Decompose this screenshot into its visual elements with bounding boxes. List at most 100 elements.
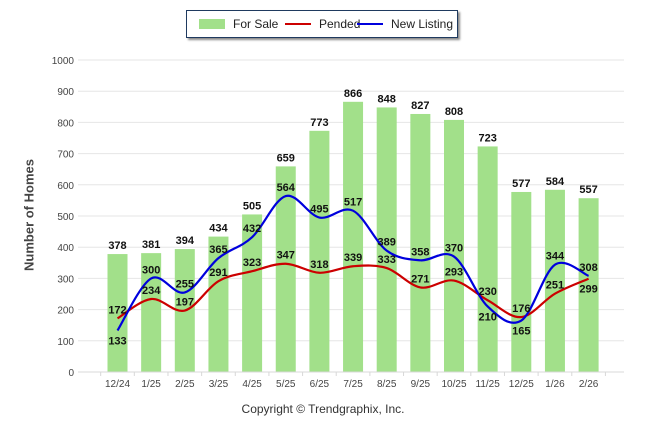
x-tick-label: 3/25 xyxy=(209,379,229,390)
bar-data-label: 866 xyxy=(344,88,362,100)
y-axis-title: Number of Homes xyxy=(21,159,37,271)
x-tick-label: 2/25 xyxy=(175,379,195,390)
bar-data-label: 584 xyxy=(546,176,565,188)
bar xyxy=(376,107,397,372)
line-data-label: 300 xyxy=(142,264,160,276)
line-data-label: 251 xyxy=(546,280,564,292)
line-data-label: 133 xyxy=(108,336,126,348)
y-tick-label: 300 xyxy=(57,274,74,285)
bar-data-label: 659 xyxy=(277,152,295,164)
y-tick-label: 400 xyxy=(57,243,74,254)
bar xyxy=(477,146,498,372)
bar xyxy=(107,254,128,372)
bar xyxy=(343,101,364,373)
line-data-label: 432 xyxy=(243,223,261,235)
bar xyxy=(444,119,464,373)
line-data-label: 255 xyxy=(176,278,194,290)
legend-item-for-sale[interactable]: For Sale xyxy=(199,17,278,31)
line-data-label: 517 xyxy=(344,197,362,209)
x-tick-label: 9/25 xyxy=(411,379,431,390)
bar-data-label: 827 xyxy=(411,100,429,112)
line-data-label: 308 xyxy=(579,262,597,274)
bar-data-label: 378 xyxy=(108,240,126,252)
data-labels: 378 172 133 381 300 234 394 255 197 434 365 291 505 4… xyxy=(108,88,597,348)
line-new-listing xyxy=(116,194,590,332)
line-data-label: 165 xyxy=(512,326,530,338)
legend-label: For Sale xyxy=(233,17,279,31)
legend-label: New Listing xyxy=(391,17,454,31)
bar xyxy=(511,191,532,372)
bar xyxy=(309,130,330,372)
line-data-label: 344 xyxy=(546,251,565,263)
y-tick-label: 200 xyxy=(57,306,74,317)
y-tick-label: 900 xyxy=(57,87,74,98)
x-tick-label: 8/25 xyxy=(377,379,397,390)
line-pended xyxy=(116,262,590,320)
legend-label: Pended xyxy=(319,17,361,31)
bar-data-label: 773 xyxy=(310,117,328,129)
bar-data-label: 381 xyxy=(142,239,160,251)
bar-data-label: 723 xyxy=(478,132,496,144)
copyright-footer: Copyright © Trendgraphix, Inc. xyxy=(241,402,405,416)
x-tick-label: 1/25 xyxy=(141,379,161,390)
bar-data-label: 434 xyxy=(209,223,228,235)
x-tick-label: 7/25 xyxy=(343,379,363,390)
bar xyxy=(410,113,431,372)
line-data-label: 389 xyxy=(378,237,396,249)
y-tick-label: 500 xyxy=(57,212,74,223)
series-lines xyxy=(116,194,590,332)
y-tick-label: 600 xyxy=(57,181,74,192)
line-data-label: 347 xyxy=(277,250,295,262)
y-tick-label: 100 xyxy=(57,337,74,348)
line-data-label: 333 xyxy=(378,254,396,266)
line-data-label: 370 xyxy=(445,243,463,255)
x-tick-label: 11/25 xyxy=(476,379,501,390)
line-data-label: 230 xyxy=(478,286,496,298)
bars-for-sale xyxy=(107,101,599,373)
line-data-label: 197 xyxy=(176,297,194,309)
bar-data-label: 557 xyxy=(579,184,597,196)
line-swatch-icon xyxy=(357,23,383,25)
line-data-label: 318 xyxy=(310,259,328,271)
x-tick-label: 12/24 xyxy=(105,379,130,390)
line-data-label: 299 xyxy=(579,284,597,296)
bar-data-label: 577 xyxy=(512,178,530,190)
y-axis-ticks: 0 100 200 300 400 500 600 700 800 900 1000 xyxy=(52,56,75,379)
x-tick-label: 10/25 xyxy=(441,379,466,390)
legend: For Sale Pended New Listing xyxy=(186,10,458,38)
legend-item-new-listing[interactable]: New Listing xyxy=(357,17,453,31)
line-data-label: 358 xyxy=(411,246,429,258)
y-tick-label: 800 xyxy=(57,118,74,129)
bar xyxy=(208,236,229,372)
bar-data-label: 394 xyxy=(176,235,195,247)
line-data-label: 564 xyxy=(277,182,296,194)
x-tick-label: 1/26 xyxy=(545,379,565,390)
line-data-label: 271 xyxy=(411,273,429,285)
x-tick-label: 12/25 xyxy=(509,379,534,390)
x-tick-label: 2/26 xyxy=(579,379,599,390)
legend-item-pended[interactable]: Pended xyxy=(285,17,360,31)
line-data-label: 172 xyxy=(108,304,126,316)
y-tick-label: 1000 xyxy=(52,56,75,67)
line-swatch-icon xyxy=(285,23,311,25)
line-data-label: 210 xyxy=(478,311,496,323)
line-data-label: 365 xyxy=(209,244,227,256)
x-tick-label: 6/25 xyxy=(310,379,330,390)
bar xyxy=(242,214,263,372)
x-tick-label: 4/25 xyxy=(242,379,262,390)
line-data-label: 495 xyxy=(310,204,328,216)
x-tick-label: 5/25 xyxy=(276,379,296,390)
line-data-label: 339 xyxy=(344,252,362,264)
y-tick-label: 0 xyxy=(68,368,74,379)
bar xyxy=(544,189,565,372)
line-data-label: 323 xyxy=(243,257,261,269)
bar-data-label: 848 xyxy=(378,93,396,105)
bar-data-label: 505 xyxy=(243,200,261,212)
line-data-label: 176 xyxy=(512,303,530,315)
bar-swatch-icon xyxy=(199,19,225,29)
y-tick-label: 700 xyxy=(57,150,74,161)
line-data-label: 234 xyxy=(142,285,161,297)
x-axis-ticks: 12/24 1/25 2/25 3/25 4/25 5/25 6/25 7/25 8/25 9/2… xyxy=(78,371,624,390)
bar-data-label: 808 xyxy=(445,106,463,118)
